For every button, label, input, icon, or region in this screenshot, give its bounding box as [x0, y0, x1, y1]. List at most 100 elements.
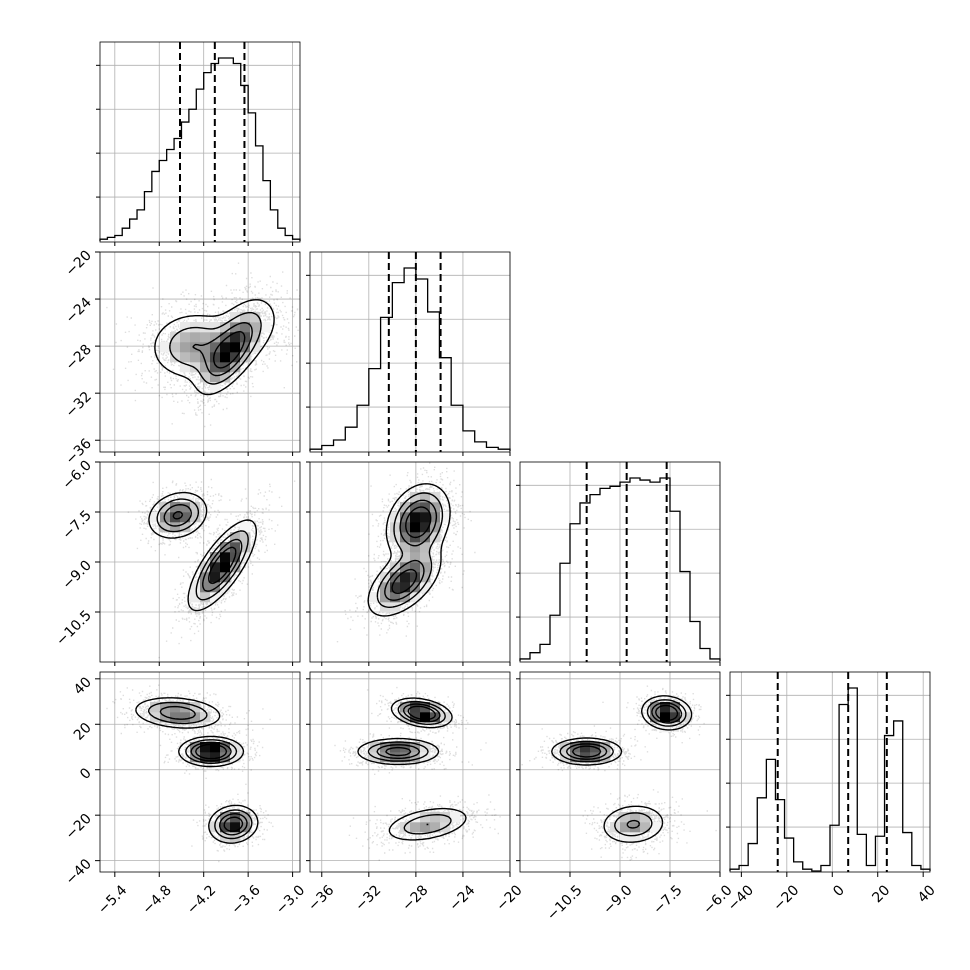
contour-level-2: [159, 705, 248, 836]
density-cell: [220, 742, 231, 753]
x-tick-label: −4.8: [140, 882, 175, 917]
density-panel-0-1: [99, 251, 301, 453]
density-cell: [170, 502, 181, 513]
density-cell: [620, 822, 631, 833]
density-cell: [220, 572, 231, 583]
density-cell: [600, 742, 611, 753]
contour-level-3: [172, 511, 237, 585]
density-cell: [170, 712, 181, 723]
density-cell: [650, 702, 661, 713]
density-cell: [400, 512, 411, 523]
density-cell: [190, 512, 201, 523]
density-cell: [160, 342, 171, 353]
density-cell: [630, 812, 641, 823]
density-cell: [430, 702, 441, 713]
density-cell: [420, 812, 431, 823]
density-cell: [220, 582, 231, 593]
density-cell: [210, 372, 221, 383]
density-cell: [160, 502, 171, 513]
density-cell: [400, 822, 411, 833]
hist-step-line-2: [519, 477, 721, 661]
x-tick-label: −24: [446, 882, 478, 914]
panel-frame: [99, 671, 301, 873]
density-cell: [410, 592, 421, 603]
density-cell: [170, 522, 181, 533]
density-cell: [450, 812, 461, 823]
density-cell: [220, 342, 231, 353]
contour-level-0: [357, 697, 467, 841]
density-cell: [430, 822, 441, 833]
density-cell: [200, 742, 211, 753]
density-cell: [400, 582, 411, 593]
density-cell: [200, 372, 211, 383]
y-tick-label: −20: [63, 811, 95, 843]
density-cell: [210, 332, 221, 343]
density-cell: [230, 322, 241, 333]
density-cell: [210, 352, 221, 363]
density-cell: [400, 502, 411, 513]
density-cell: [230, 332, 241, 343]
density-cell: [160, 522, 171, 533]
density-cell: [210, 342, 221, 353]
density-cell: [410, 502, 421, 513]
density-cell: [640, 812, 651, 823]
x-tick-label: −4.2: [184, 882, 219, 917]
density-cell: [240, 532, 251, 543]
density-cell: [240, 352, 251, 363]
density-cell: [370, 742, 381, 753]
density-cell: [400, 572, 411, 583]
density-cell: [430, 522, 441, 533]
density-cell: [220, 552, 231, 563]
density-cell: [200, 322, 211, 333]
hist-panel-3: [726, 671, 931, 873]
density-cell: [170, 512, 181, 523]
density-cell: [190, 362, 201, 373]
x-tick-label: −3.6: [228, 882, 263, 917]
contour-level-3: [195, 743, 244, 832]
density-cell: [400, 712, 411, 723]
density-cell: [390, 582, 401, 593]
density-cell: [180, 492, 191, 503]
density-cell: [390, 572, 401, 583]
density-cell: [390, 602, 401, 613]
density-cell: [400, 542, 411, 553]
density-cell: [420, 492, 431, 503]
density-cell: [190, 592, 201, 603]
x-tick-label: −7.5: [650, 882, 685, 917]
density-cell: [580, 742, 591, 753]
hist-panel-2: [516, 461, 721, 663]
density-cell: [230, 532, 241, 543]
density-cell: [420, 752, 431, 763]
contour-level-0: [148, 491, 257, 612]
x-tick-label: 20: [869, 882, 893, 906]
density-cell: [620, 832, 631, 843]
x-tick-label: −40: [725, 882, 757, 914]
density-cell: [200, 342, 211, 353]
density-cell: [150, 702, 161, 713]
density-cell: [210, 382, 221, 393]
density-cell: [190, 352, 201, 363]
density-cell: [390, 512, 401, 523]
contour-level-2: [384, 499, 438, 601]
y-tick-label: −20: [63, 248, 95, 280]
density-cell: [170, 332, 181, 343]
density-cell: [200, 752, 211, 763]
density-cell: [250, 322, 261, 333]
density-cell: [190, 582, 201, 593]
density-cell: [260, 322, 271, 333]
density-cell: [180, 332, 191, 343]
density-cell: [170, 342, 181, 353]
density-cell: [180, 712, 191, 723]
density-cell: [410, 812, 421, 823]
density-cell: [660, 702, 671, 713]
density-cell: [230, 362, 241, 373]
density-cell: [420, 512, 431, 523]
density-cell: [230, 752, 241, 763]
density-cell: [430, 812, 441, 823]
contour-level-2: [565, 702, 683, 829]
density-cell: [210, 362, 221, 373]
density-cell: [250, 312, 261, 323]
density-cell: [600, 752, 611, 763]
density-cell: [620, 812, 631, 823]
